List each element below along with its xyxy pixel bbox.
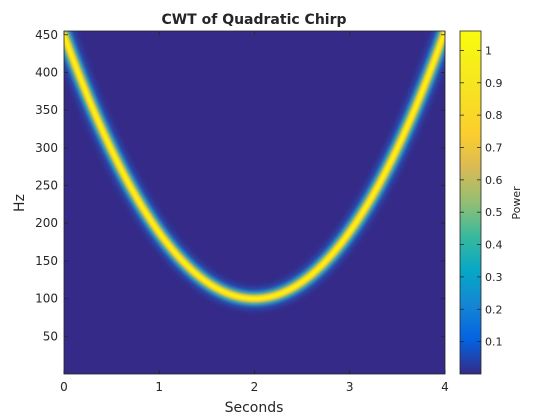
x-tick-label: 1	[155, 380, 163, 394]
plot-area	[64, 31, 445, 374]
y-tick-label: 450	[35, 28, 58, 42]
colorbar-tick-label: 0.4	[485, 239, 503, 252]
y-axis: 50 100 150 200 250 300 350 400 450	[35, 28, 445, 343]
y-tick-label: 200	[35, 216, 58, 230]
x-axis-label: Seconds	[225, 400, 284, 416]
colorbar-tick-label: 0.5	[485, 206, 503, 219]
colorbar-tick-label: 0.1	[485, 336, 503, 349]
y-tick-label: 100	[35, 292, 58, 306]
y-tick-label: 300	[35, 141, 58, 155]
x-tick-label: 2	[251, 380, 259, 394]
colorbar-tick-label: 0.2	[485, 303, 503, 316]
chirp-ridge	[64, 31, 445, 310]
colorbar-tick-label: 0.7	[485, 141, 503, 154]
colorbar-tick-label: 0.6	[485, 174, 503, 187]
chart-title: CWT of Quadratic Chirp	[161, 12, 346, 28]
y-tick-label: 400	[35, 65, 58, 79]
colorbar-tick-label: 0.8	[485, 109, 503, 122]
colorbar-tick-label: 0.9	[485, 77, 503, 90]
colorbar-box	[459, 30, 482, 375]
colorbar-ticks: 0.1 0.2 0.3 0.4 0.5 0.6 0.7 0.8 0.9 1	[460, 44, 503, 349]
x-tick-label: 0	[60, 380, 68, 394]
ridge-core	[64, 31, 445, 301]
y-tick-label: 50	[43, 329, 58, 343]
colorbar-label: Power	[510, 186, 523, 220]
x-axis: 0 1 2 3 4	[60, 31, 449, 394]
colorbar-tick-label: 1	[485, 44, 492, 57]
x-tick-label: 3	[346, 380, 354, 394]
y-tick-label: 350	[35, 103, 58, 117]
x-tick-label: 4	[441, 380, 449, 394]
y-tick-label: 150	[35, 254, 58, 268]
y-axis-label: Hz	[12, 194, 28, 212]
y-tick-label: 250	[35, 179, 58, 193]
colorbar-tick-label: 0.3	[485, 271, 503, 284]
colorbar	[460, 31, 481, 374]
